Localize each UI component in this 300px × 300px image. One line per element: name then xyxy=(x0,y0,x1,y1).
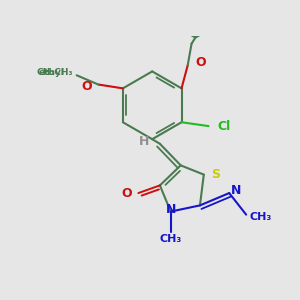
Text: ethyl: ethyl xyxy=(39,68,65,77)
Text: H: H xyxy=(139,135,149,148)
Text: S: S xyxy=(212,168,220,181)
Text: Cl: Cl xyxy=(218,120,231,133)
Text: N: N xyxy=(166,203,176,216)
Text: O: O xyxy=(195,56,206,69)
Text: CH₃: CH₃ xyxy=(160,233,182,244)
Text: CH₂CH₃: CH₂CH₃ xyxy=(36,68,73,77)
Text: O: O xyxy=(81,80,92,93)
Text: CH₃: CH₃ xyxy=(250,212,272,222)
Text: O: O xyxy=(122,187,132,200)
Text: N: N xyxy=(231,184,241,197)
